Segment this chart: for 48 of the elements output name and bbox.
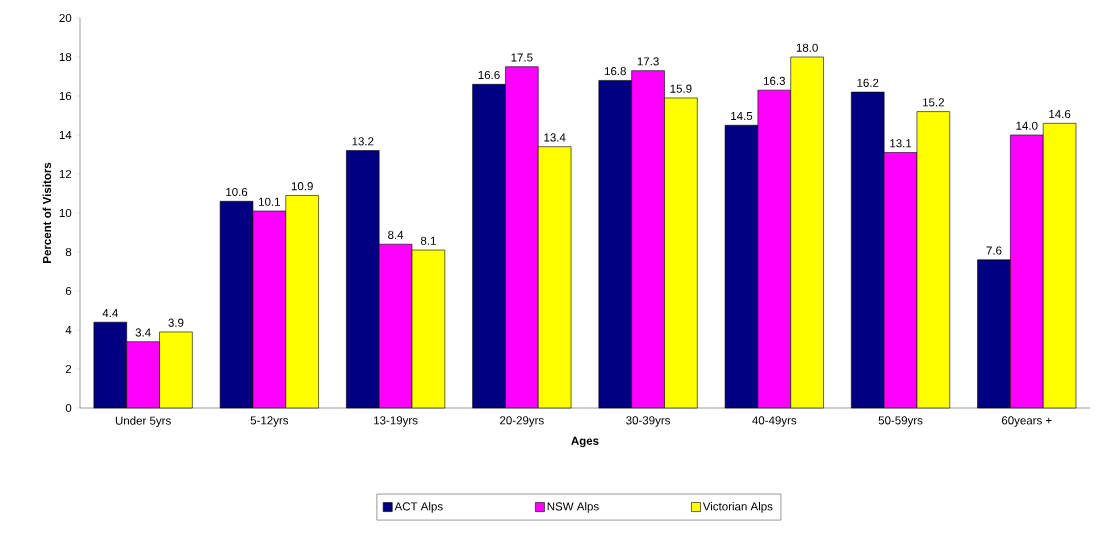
y-tick-label: 10 <box>59 208 72 218</box>
x-tick-label: 50-59yrs <box>878 416 923 427</box>
data-label: 18.0 <box>796 43 818 52</box>
data-label: 14.0 <box>1016 121 1038 130</box>
legend-label: Victorian Alps <box>702 502 773 513</box>
data-label: 15.9 <box>670 84 692 93</box>
y-axis-title: Percent of Visitors <box>42 162 52 263</box>
data-label: 7.6 <box>986 246 1002 255</box>
data-label: 10.1 <box>259 197 280 206</box>
legend-label: ACT Alps <box>394 502 443 513</box>
data-label: 14.5 <box>731 112 753 121</box>
y-tick-label: 6 <box>65 286 72 296</box>
y-tick-label: 20 <box>59 13 72 23</box>
data-label: 16.3 <box>763 76 785 85</box>
x-tick-label: 20-29yrs <box>500 416 544 427</box>
data-label: 17.5 <box>511 53 533 62</box>
data-label: 13.2 <box>352 137 374 146</box>
data-label: 3.4 <box>135 328 151 337</box>
data-label: 8.4 <box>388 230 404 239</box>
data-label: 17.3 <box>637 57 659 66</box>
x-tick-label: 30-39yrs <box>626 416 671 427</box>
x-tick-label: Under 5yrs <box>115 416 171 428</box>
y-tick-label: 16 <box>59 91 72 101</box>
legend-label: NSW Alps <box>547 502 599 513</box>
y-tick-label: 14 <box>59 131 72 139</box>
y-tick-label: 4 <box>65 326 72 334</box>
data-label: 8.1 <box>420 236 436 245</box>
y-tick-label: 2 <box>65 364 72 374</box>
data-label: 16.8 <box>604 67 626 76</box>
data-label: 10.9 <box>291 182 313 191</box>
data-label: 16.2 <box>857 78 879 87</box>
data-label: 10.6 <box>226 187 248 197</box>
y-tick-label: 8 <box>65 247 72 257</box>
data-label: 3.9 <box>168 318 184 327</box>
data-label: 15.2 <box>923 98 944 107</box>
x-tick-label: 60years + <box>1001 416 1052 427</box>
data-label: 4.4 <box>102 309 118 317</box>
x-axis-title: Ages <box>571 436 599 448</box>
y-tick-label: 18 <box>59 52 72 62</box>
y-tick-label: 0 <box>65 403 72 413</box>
data-label: 13.1 <box>890 139 912 148</box>
x-tick-label: 40-49yrs <box>752 416 797 427</box>
data-label: 16.6 <box>478 70 500 80</box>
x-tick-label: 5-12yrs <box>250 416 289 427</box>
data-label: 14.6 <box>1049 109 1071 119</box>
x-tick-label: 13-19yrs <box>374 416 418 427</box>
y-tick-label: 12 <box>59 169 72 179</box>
data-label: 13.4 <box>544 133 566 142</box>
